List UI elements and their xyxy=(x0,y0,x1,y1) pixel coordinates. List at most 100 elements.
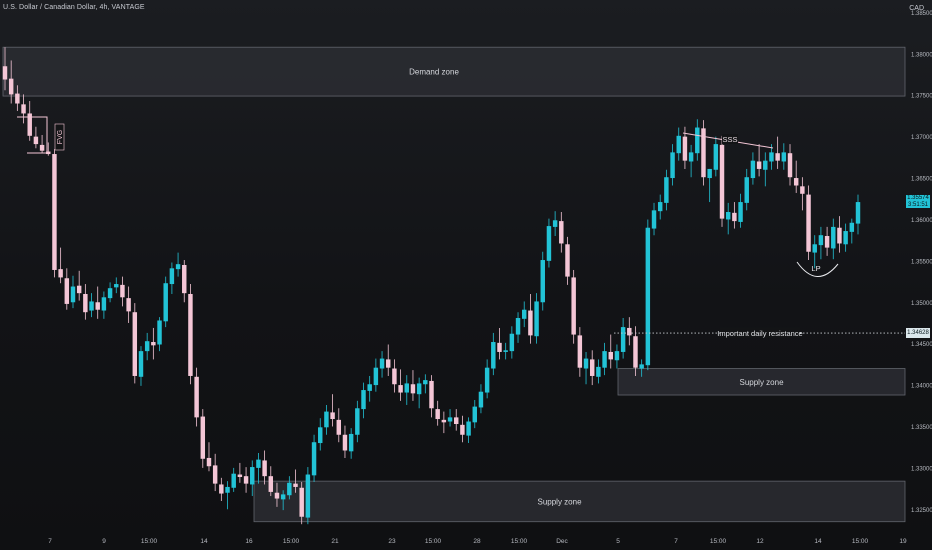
candle-body xyxy=(831,226,836,249)
fvg-label: FVG xyxy=(57,130,64,144)
candle-body xyxy=(305,474,311,518)
candle-body xyxy=(243,476,249,484)
x-tick-label: 15:00 xyxy=(511,538,528,545)
x-tick-label: 16 xyxy=(245,538,253,545)
candle-body xyxy=(787,153,793,178)
resistance-label-bg xyxy=(720,327,800,339)
candle-body xyxy=(101,297,107,311)
candle-body xyxy=(546,226,552,261)
y-tick-label: 1.34500 xyxy=(911,342,932,348)
level-price: 1.34628 xyxy=(907,330,929,337)
candle-body xyxy=(367,384,372,391)
candle-body xyxy=(651,210,657,229)
candle-body xyxy=(200,416,206,459)
y-tick-label: 1.36000 xyxy=(911,218,932,224)
candle-body xyxy=(633,336,638,368)
candle-body xyxy=(639,364,644,369)
candle-body xyxy=(793,178,799,186)
candle-body xyxy=(336,419,342,435)
x-tick-label: Dec xyxy=(556,538,568,545)
candle-body xyxy=(447,417,453,422)
candle-body xyxy=(509,333,515,352)
candle-body xyxy=(250,467,255,485)
candle-body xyxy=(837,227,842,244)
candle-body xyxy=(120,284,125,298)
x-tick-label: 7 xyxy=(674,538,678,545)
candle-body xyxy=(664,177,669,203)
candle-body xyxy=(212,465,218,484)
x-tick-label: 21 xyxy=(331,538,339,545)
candle-body xyxy=(157,320,162,345)
candle-body xyxy=(824,236,830,248)
candle-body xyxy=(299,487,304,517)
candle-body xyxy=(484,367,490,393)
candle-body xyxy=(169,268,175,285)
candle-body xyxy=(738,202,743,222)
candle-body xyxy=(589,359,595,376)
x-tick-label: 14 xyxy=(814,538,822,545)
candle-body xyxy=(268,476,274,492)
candle-body xyxy=(70,286,76,303)
y-tick-label: 1.37500 xyxy=(911,94,932,100)
candle-body xyxy=(206,457,212,467)
candle-body xyxy=(348,433,354,452)
candle-body xyxy=(521,309,527,319)
x-tick-label: 12 xyxy=(756,538,764,545)
candle-body xyxy=(688,152,694,162)
candle-body xyxy=(596,366,601,377)
candle-body xyxy=(763,160,768,170)
candle-body xyxy=(565,244,570,277)
x-tick-label: 7 xyxy=(48,538,52,545)
candle-body xyxy=(769,152,774,162)
candle-body xyxy=(386,359,391,368)
candle-body xyxy=(151,342,156,346)
x-tick-label: 9 xyxy=(102,538,106,545)
y-tick-label: 1.33000 xyxy=(911,466,932,472)
candle-body xyxy=(163,283,168,322)
candle-body xyxy=(355,408,360,435)
y-tick-label: 1.35500 xyxy=(911,259,932,265)
zone-label: Supply zone xyxy=(537,497,582,506)
candle-body xyxy=(262,460,267,477)
candle-body xyxy=(460,424,465,435)
candle-body xyxy=(503,350,508,352)
candle-body xyxy=(52,154,57,270)
candle-body xyxy=(453,417,459,424)
candle-body xyxy=(775,153,780,161)
x-tick-label: 5 xyxy=(616,538,620,545)
zone-rect xyxy=(617,368,906,396)
candle-body xyxy=(219,484,224,494)
candle-body xyxy=(429,380,434,409)
candle-body xyxy=(144,341,150,352)
candle-body xyxy=(83,293,88,313)
fvg-label-box xyxy=(54,123,65,151)
fvg-bracket xyxy=(17,116,48,154)
candle-body xyxy=(231,473,236,488)
candle-body xyxy=(497,342,502,352)
candle-body xyxy=(695,127,700,154)
candle-body xyxy=(33,136,39,145)
candle-body xyxy=(311,442,317,476)
x-tick-label: 15:00 xyxy=(141,538,158,545)
lp-label: LP xyxy=(811,264,820,273)
candle-body xyxy=(15,93,20,104)
candle-body xyxy=(645,227,651,366)
candle-body xyxy=(528,310,533,336)
candle-body xyxy=(287,482,292,496)
x-tick-label: 28 xyxy=(473,538,481,545)
candle-body xyxy=(318,427,323,444)
candle-body xyxy=(750,160,756,179)
candle-body xyxy=(194,376,199,418)
candle-body xyxy=(379,358,385,369)
candle-body xyxy=(64,278,70,304)
candle-body xyxy=(725,212,731,220)
candle-body xyxy=(843,231,848,245)
candle-body xyxy=(76,285,82,294)
x-tick-label: 15:00 xyxy=(425,538,442,545)
candle-body xyxy=(330,412,335,420)
zone-label: Supply zone xyxy=(739,378,784,387)
x-tick-label: 19 xyxy=(899,538,907,545)
candle-body xyxy=(855,202,861,224)
candle-body xyxy=(559,221,564,244)
